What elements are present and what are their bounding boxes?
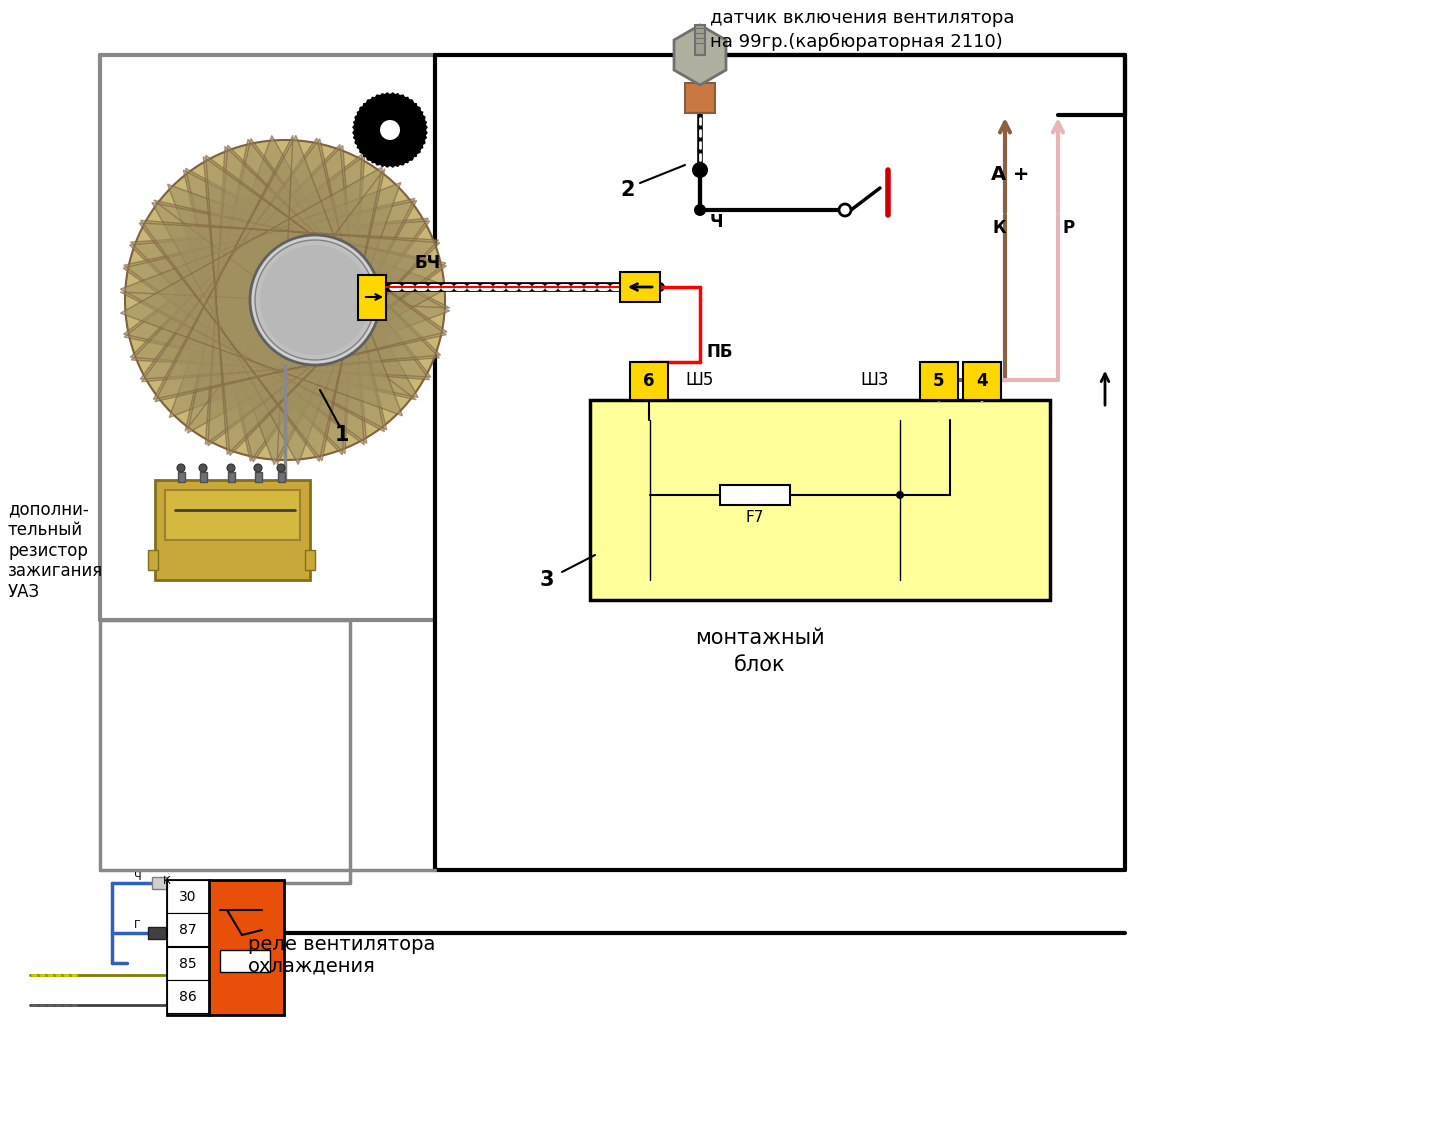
Circle shape [839,204,851,216]
Text: датчик включения вентилятора: датчик включения вентилятора [710,9,1014,27]
Bar [684,83,715,113]
Bar [168,947,209,979]
Text: 1: 1 [335,425,349,444]
Bar [255,472,262,482]
Bar [209,880,284,1015]
Text: дополни-
тельный
резистор
зажигания
УАЗ: дополни- тельный резистор зажигания УАЗ [9,500,103,602]
Bar [178,472,185,482]
Text: К: К [163,877,170,886]
Circle shape [276,464,285,472]
Bar [165,490,299,539]
Bar [168,979,209,1013]
Circle shape [692,162,707,178]
Bar [358,275,387,320]
Text: реле вентилятора
охлаждения: реле вентилятора охлаждения [248,935,435,976]
Polygon shape [674,25,726,85]
Polygon shape [123,136,450,461]
Text: Г: Г [135,920,140,930]
Text: F7: F7 [746,509,765,525]
Circle shape [199,464,208,472]
Text: на 99гр.(карбюраторная 2110): на 99гр.(карбюраторная 2110) [710,33,1002,51]
Bar [228,472,235,482]
Circle shape [228,464,235,472]
Bar [168,913,209,946]
Bar [152,877,168,889]
Text: 2: 2 [620,180,634,200]
Text: Ш5: Ш5 [684,371,713,389]
Bar [155,480,309,580]
Bar [620,271,660,302]
Bar [720,485,790,506]
Circle shape [896,491,904,499]
Bar [962,362,1001,400]
Bar [147,927,166,939]
Bar [168,880,209,1015]
Polygon shape [355,95,428,167]
Circle shape [255,240,375,360]
Polygon shape [123,139,450,465]
Circle shape [178,464,185,472]
Text: 4: 4 [977,372,988,390]
Bar [695,25,705,55]
Text: 6: 6 [643,372,654,390]
Text: 86: 86 [179,990,196,1004]
Bar [221,950,271,972]
Circle shape [379,120,400,140]
Bar [200,472,208,482]
Bar [168,880,209,913]
Text: Ч: Ч [710,213,723,231]
Bar [147,550,158,570]
Text: 3: 3 [540,570,554,590]
Bar [919,362,958,400]
Text: 87: 87 [179,923,196,936]
Text: А +: А + [991,165,1030,184]
Polygon shape [120,136,447,461]
Circle shape [261,245,369,355]
Text: БЧ: БЧ [415,254,441,271]
Circle shape [695,204,706,216]
Polygon shape [352,92,425,165]
Polygon shape [355,92,428,165]
Text: Ш3: Ш3 [861,371,888,389]
Bar [305,550,315,570]
Polygon shape [120,138,447,465]
Text: 85: 85 [179,957,196,972]
Bar [278,472,285,482]
Bar [590,400,1050,601]
Circle shape [125,140,445,460]
Text: Ч: Ч [135,872,142,882]
Text: монтажный: монтажный [695,628,825,648]
Text: ПБ: ПБ [706,343,733,361]
Text: 30: 30 [179,890,196,904]
Text: Р: Р [1063,219,1075,238]
Polygon shape [352,95,425,167]
Circle shape [251,235,379,365]
Bar [630,362,667,400]
Text: К: К [992,219,1005,238]
Circle shape [253,464,262,472]
Text: 5: 5 [934,372,945,390]
Text: блок: блок [735,655,786,675]
